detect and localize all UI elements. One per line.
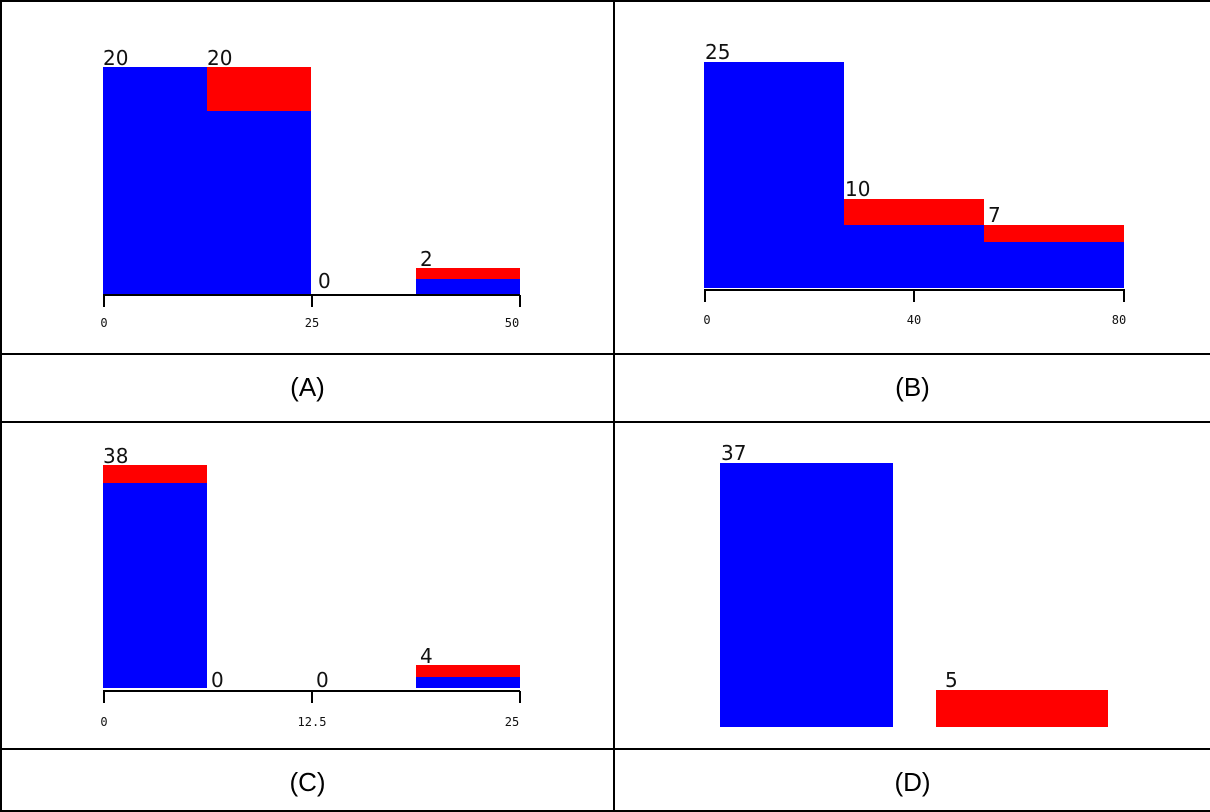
bar-c-1-red (103, 465, 207, 483)
caption-d: (D) (894, 767, 931, 797)
grid-line-row3 (0, 748, 1210, 750)
label-d-2: 5 (945, 668, 958, 692)
label-c-3: 0 (316, 668, 329, 692)
bar-b-1-blue (704, 62, 844, 288)
grid-line-left (0, 0, 2, 812)
tick-label-a-2: 50 (505, 316, 519, 330)
label-a-4: 2 (420, 247, 433, 271)
grid-line-top (0, 0, 1210, 2)
grid-line-middle (613, 0, 615, 812)
chart-panel-a: 20 20 0 2 0 25 50 (2, 2, 613, 353)
bar-d-blue (720, 463, 893, 727)
tick-label-c-2: 25 (505, 715, 519, 729)
bar-b-2-red (844, 199, 984, 225)
bar-a-1-blue (103, 67, 207, 294)
chart-a-svg: 20 20 0 2 0 25 50 (100, 46, 521, 330)
label-d-1: 37 (721, 441, 746, 465)
label-a-2: 20 (207, 46, 232, 70)
tick-label-a-1: 25 (305, 316, 319, 330)
label-c-1: 38 (103, 444, 128, 468)
bar-d-red (936, 690, 1108, 727)
bar-b-2-blue (844, 225, 984, 288)
label-a-3: 0 (318, 269, 331, 293)
tick-label-b-2: 80 (1112, 313, 1126, 327)
grid-line-row2 (0, 421, 1210, 423)
bar-a-2-red (207, 67, 311, 111)
label-b-2: 10 (845, 177, 870, 201)
label-b-3: 7 (988, 203, 1001, 227)
chart-panel-c: 38 0 0 4 0 12.5 25 (2, 423, 613, 748)
chart-c-svg: 38 0 0 4 0 12.5 25 (100, 444, 521, 729)
bar-a-4-blue (416, 279, 520, 294)
bar-c-1-blue (103, 483, 207, 688)
label-c-4: 4 (420, 644, 433, 668)
chart-panel-d: 37 5 (615, 423, 1210, 748)
caption-a: (A) (290, 372, 325, 402)
tick-label-a-0: 0 (100, 316, 107, 330)
label-c-2: 0 (211, 668, 224, 692)
bar-c-4-blue (416, 677, 520, 688)
tick-label-c-0: 0 (100, 715, 107, 729)
tick-label-c-1: 12.5 (298, 715, 327, 729)
label-a-1: 20 (103, 46, 128, 70)
caption-b: (B) (895, 372, 930, 402)
tick-label-b-0: 0 (703, 313, 710, 327)
chart-b-svg: 25 10 7 0 40 80 (703, 40, 1126, 327)
tick-label-b-1: 40 (907, 313, 921, 327)
grid-line-row1 (0, 353, 1210, 355)
bar-c-4-red (416, 665, 520, 677)
bar-a-4-red (416, 268, 520, 279)
caption-c: (C) (289, 767, 326, 797)
chart-d-svg: 37 5 (720, 441, 1108, 727)
bar-b-3-blue (984, 242, 1124, 288)
bar-a-2-blue (207, 111, 311, 294)
bar-b-3-red (984, 225, 1124, 242)
chart-panel-b: 25 10 7 0 40 80 (615, 2, 1210, 353)
grid-line-bottom (0, 810, 1210, 812)
label-b-1: 25 (705, 40, 730, 64)
